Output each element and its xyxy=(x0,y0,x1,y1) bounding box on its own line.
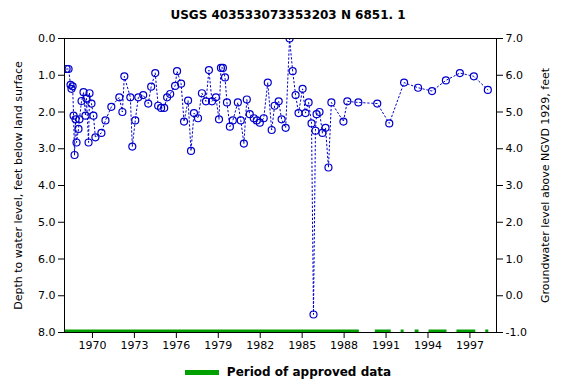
svg-text:7.0: 7.0 xyxy=(506,32,524,45)
svg-text:0.0: 0.0 xyxy=(38,32,56,45)
svg-text:1973: 1973 xyxy=(120,339,148,352)
svg-text:4.0: 4.0 xyxy=(38,179,56,192)
html-text:Period of approved data: Period of approved data xyxy=(226,365,392,379)
svg-text:5.0: 5.0 xyxy=(506,106,524,119)
svg-text:1994: 1994 xyxy=(414,339,442,352)
svg-text:5.0: 5.0 xyxy=(38,216,56,229)
svg-text:7.0: 7.0 xyxy=(38,289,56,302)
svg-text:6.0: 6.0 xyxy=(506,69,524,82)
svg-text:1970: 1970 xyxy=(78,339,106,352)
svg-text:4.0: 4.0 xyxy=(506,142,524,155)
svg-text:1997: 1997 xyxy=(456,339,484,352)
svg-text:1979: 1979 xyxy=(204,339,232,352)
svg-text:1.0: 1.0 xyxy=(38,69,56,82)
svg-text:1991: 1991 xyxy=(372,339,400,352)
svg-text:6.0: 6.0 xyxy=(38,253,56,266)
svg-text:2.0: 2.0 xyxy=(38,106,56,119)
svg-text:3.0: 3.0 xyxy=(38,142,56,155)
svg-text:Groundwater level above NGVD 1: Groundwater level above NGVD 1929, feet xyxy=(539,67,552,303)
svg-text:1976: 1976 xyxy=(162,339,190,352)
html-text:USGS 403533073353203 N 6851. 1: USGS 403533073353203 N 6851. 1 xyxy=(170,8,406,22)
svg-text:1.0: 1.0 xyxy=(506,253,524,266)
svg-text:1982: 1982 xyxy=(246,339,274,352)
svg-text:1985: 1985 xyxy=(288,339,316,352)
svg-text:3.0: 3.0 xyxy=(506,179,524,192)
svg-text:0.0: 0.0 xyxy=(506,289,524,302)
svg-text:8.0: 8.0 xyxy=(38,326,56,339)
svg-text:Depth to water level, feet bel: Depth to water level, feet below land su… xyxy=(12,61,25,310)
svg-text:1988: 1988 xyxy=(330,339,358,352)
svg-text:2.0: 2.0 xyxy=(506,216,524,229)
svg-text:-1.0: -1.0 xyxy=(506,326,527,339)
